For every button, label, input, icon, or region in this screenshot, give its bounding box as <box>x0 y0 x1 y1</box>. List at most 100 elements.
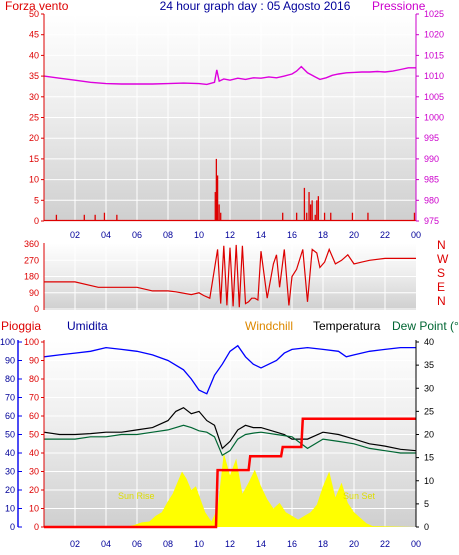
pressure-tick-label: 1020 <box>424 30 444 40</box>
hour-tick-label: 06 <box>132 230 142 240</box>
compass-label: N <box>437 238 446 252</box>
rain-tick-label: 10 <box>29 504 39 514</box>
rain-tick-label: 50 <box>29 430 39 440</box>
pressure-tick-label: 1010 <box>424 71 444 81</box>
hour-tick-label: 04 <box>101 539 111 549</box>
rain-tick-label: 80 <box>29 374 39 384</box>
wind-direction-series-line <box>44 244 416 308</box>
hour-tick-label: 16 <box>287 539 297 549</box>
rain-tick-label: 0 <box>34 522 39 532</box>
wind-tick-label: 5 <box>34 195 39 205</box>
temperature-tick-label: 30 <box>424 383 434 393</box>
dewpoint-title: Dew Point (°C <box>392 319 459 333</box>
direction-tick-label: 270 <box>24 255 39 265</box>
temperature-tick-label: 10 <box>424 476 434 486</box>
wind-speed-title: Forza vento <box>5 0 69 13</box>
temperature-tick-label: 25 <box>424 406 434 416</box>
compass-label: W <box>437 252 449 266</box>
temperature-tick-label: 5 <box>424 499 429 509</box>
wind-tick-label: 15 <box>29 154 39 164</box>
temperature-title: Temperatura <box>313 319 381 333</box>
hour-tick-label: 20 <box>349 230 359 240</box>
temperature-tick-label: 20 <box>424 430 434 440</box>
dewpoint-series-line <box>44 424 416 457</box>
rain-tick-label: 60 <box>29 411 39 421</box>
wind-tick-label: 25 <box>29 113 39 123</box>
hour-tick-label: 06 <box>132 539 142 549</box>
rain-tick-label: 30 <box>29 467 39 477</box>
hour-tick-label: 02 <box>70 539 80 549</box>
hour-tick-label: 10 <box>194 539 204 549</box>
pressure-tick-label: 995 <box>424 133 439 143</box>
temperature-tick-label: 15 <box>424 453 434 463</box>
rain-tick-label: 40 <box>29 448 39 458</box>
humidity-tick-label: 90 <box>5 356 15 366</box>
sun-set-label: Sun Set <box>343 491 376 501</box>
pressure-title: Pressione <box>372 0 426 13</box>
rain-title: Pioggia <box>1 319 41 333</box>
solar-radiation-area <box>44 453 416 527</box>
wind-tick-label: 30 <box>29 92 39 102</box>
hour-tick-label: 22 <box>380 230 390 240</box>
pressure-series-line <box>43 65 416 86</box>
hour-tick-label: 16 <box>287 230 297 240</box>
compass-label: S <box>437 266 445 280</box>
rain-tick-label: 100 <box>24 337 39 347</box>
temperature-tick-label: 35 <box>424 360 434 370</box>
pressure-tick-label: 985 <box>424 175 439 185</box>
wind-tick-label: 0 <box>34 216 39 226</box>
pressure-tick-label: 1025 <box>424 9 444 19</box>
pressure-tick-label: 980 <box>424 195 439 205</box>
humidity-tick-label: 40 <box>5 448 15 458</box>
temperature-series-line <box>43 406 417 452</box>
compass-label: E <box>437 280 445 294</box>
wind-tick-label: 45 <box>29 30 39 40</box>
hour-tick-label: 08 <box>163 230 173 240</box>
hour-tick-label: 10 <box>194 230 204 240</box>
hour-tick-label: 18 <box>318 539 328 549</box>
wind-tick-label: 50 <box>29 9 39 19</box>
pressure-tick-label: 975 <box>424 216 439 226</box>
humidity-tick-label: 10 <box>5 504 15 514</box>
humidity-tick-label: 70 <box>5 393 15 403</box>
rain-series-line <box>44 417 416 529</box>
hour-tick-label: 14 <box>256 539 266 549</box>
wind-tick-label: 20 <box>29 133 39 143</box>
humidity-tick-label: 0 <box>10 522 15 532</box>
hour-tick-label: 12 <box>225 539 235 549</box>
pressure-tick-label: 990 <box>424 154 439 164</box>
wind-tick-label: 35 <box>29 71 39 81</box>
direction-tick-label: 90 <box>29 288 39 298</box>
hour-tick-label: 12 <box>225 230 235 240</box>
rain-tick-label: 90 <box>29 356 39 366</box>
hour-tick-label: 22 <box>380 539 390 549</box>
pressure-tick-label: 1005 <box>424 92 444 102</box>
windchill-title: Windchill <box>245 319 293 333</box>
wind-tick-label: 10 <box>29 175 39 185</box>
hour-tick-label: 00 <box>411 230 421 240</box>
sun-rise-label: Sun Rise <box>118 491 155 501</box>
compass-label: N <box>437 294 446 308</box>
hour-tick-label: 08 <box>163 539 173 549</box>
graph-title: 24 hour graph day : 05 Agosto 2016 <box>160 0 351 13</box>
rain-tick-label: 70 <box>29 393 39 403</box>
hour-tick-label: 04 <box>101 230 111 240</box>
hour-tick-label: 20 <box>349 539 359 549</box>
hour-tick-label: 00 <box>411 539 421 549</box>
humidity-tick-label: 50 <box>5 430 15 440</box>
pressure-tick-label: 1015 <box>424 50 444 60</box>
temperature-tick-label: 40 <box>424 337 434 347</box>
temperature-tick-label: 0 <box>424 522 429 532</box>
rain-tick-label: 20 <box>29 485 39 495</box>
humidity-title: Umidita <box>67 319 108 333</box>
wind-tick-label: 40 <box>29 50 39 60</box>
direction-tick-label: 180 <box>24 272 39 282</box>
hour-tick-label: 02 <box>70 230 80 240</box>
humidity-tick-label: 100 <box>0 337 15 347</box>
humidity-series-line <box>43 344 416 395</box>
humidity-tick-label: 60 <box>5 411 15 421</box>
